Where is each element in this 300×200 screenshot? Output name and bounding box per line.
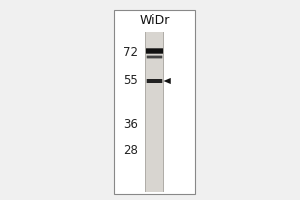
Text: WiDr: WiDr bbox=[139, 14, 170, 26]
FancyBboxPatch shape bbox=[146, 48, 163, 54]
Bar bbox=[145, 32, 164, 192]
FancyBboxPatch shape bbox=[147, 79, 162, 83]
Text: 55: 55 bbox=[123, 74, 138, 88]
FancyBboxPatch shape bbox=[147, 56, 162, 58]
Bar bbox=[114, 10, 195, 194]
Text: 28: 28 bbox=[123, 144, 138, 158]
Text: 36: 36 bbox=[123, 117, 138, 130]
Polygon shape bbox=[164, 78, 171, 84]
Bar bbox=[163, 32, 164, 192]
Bar bbox=[145, 32, 146, 192]
Text: 72: 72 bbox=[123, 46, 138, 60]
